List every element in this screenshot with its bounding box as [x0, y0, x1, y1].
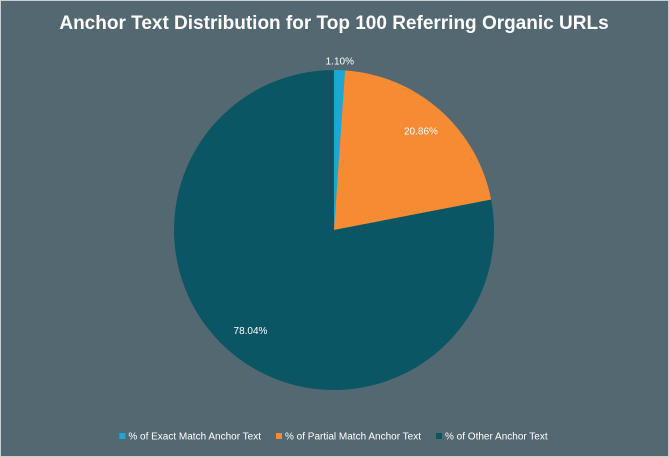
legend-swatch — [276, 433, 282, 439]
legend-label: % of Other Anchor Text — [445, 432, 548, 443]
pie-slice — [334, 70, 346, 230]
legend-swatch — [436, 433, 442, 439]
legend-label: % of Partial Match Anchor Text — [285, 432, 421, 443]
pie-slice — [334, 70, 492, 231]
legend-swatch — [119, 433, 126, 439]
chart-title: Anchor Text Distribution for Top 100 Ref… — [59, 13, 608, 34]
data-label: 1.10% — [326, 57, 354, 68]
legend-label: % of Exact Match Anchor Text — [128, 432, 261, 443]
data-label: 78.04% — [234, 326, 268, 337]
data-label: 20.86% — [404, 126, 438, 137]
pie-slice — [174, 70, 495, 391]
